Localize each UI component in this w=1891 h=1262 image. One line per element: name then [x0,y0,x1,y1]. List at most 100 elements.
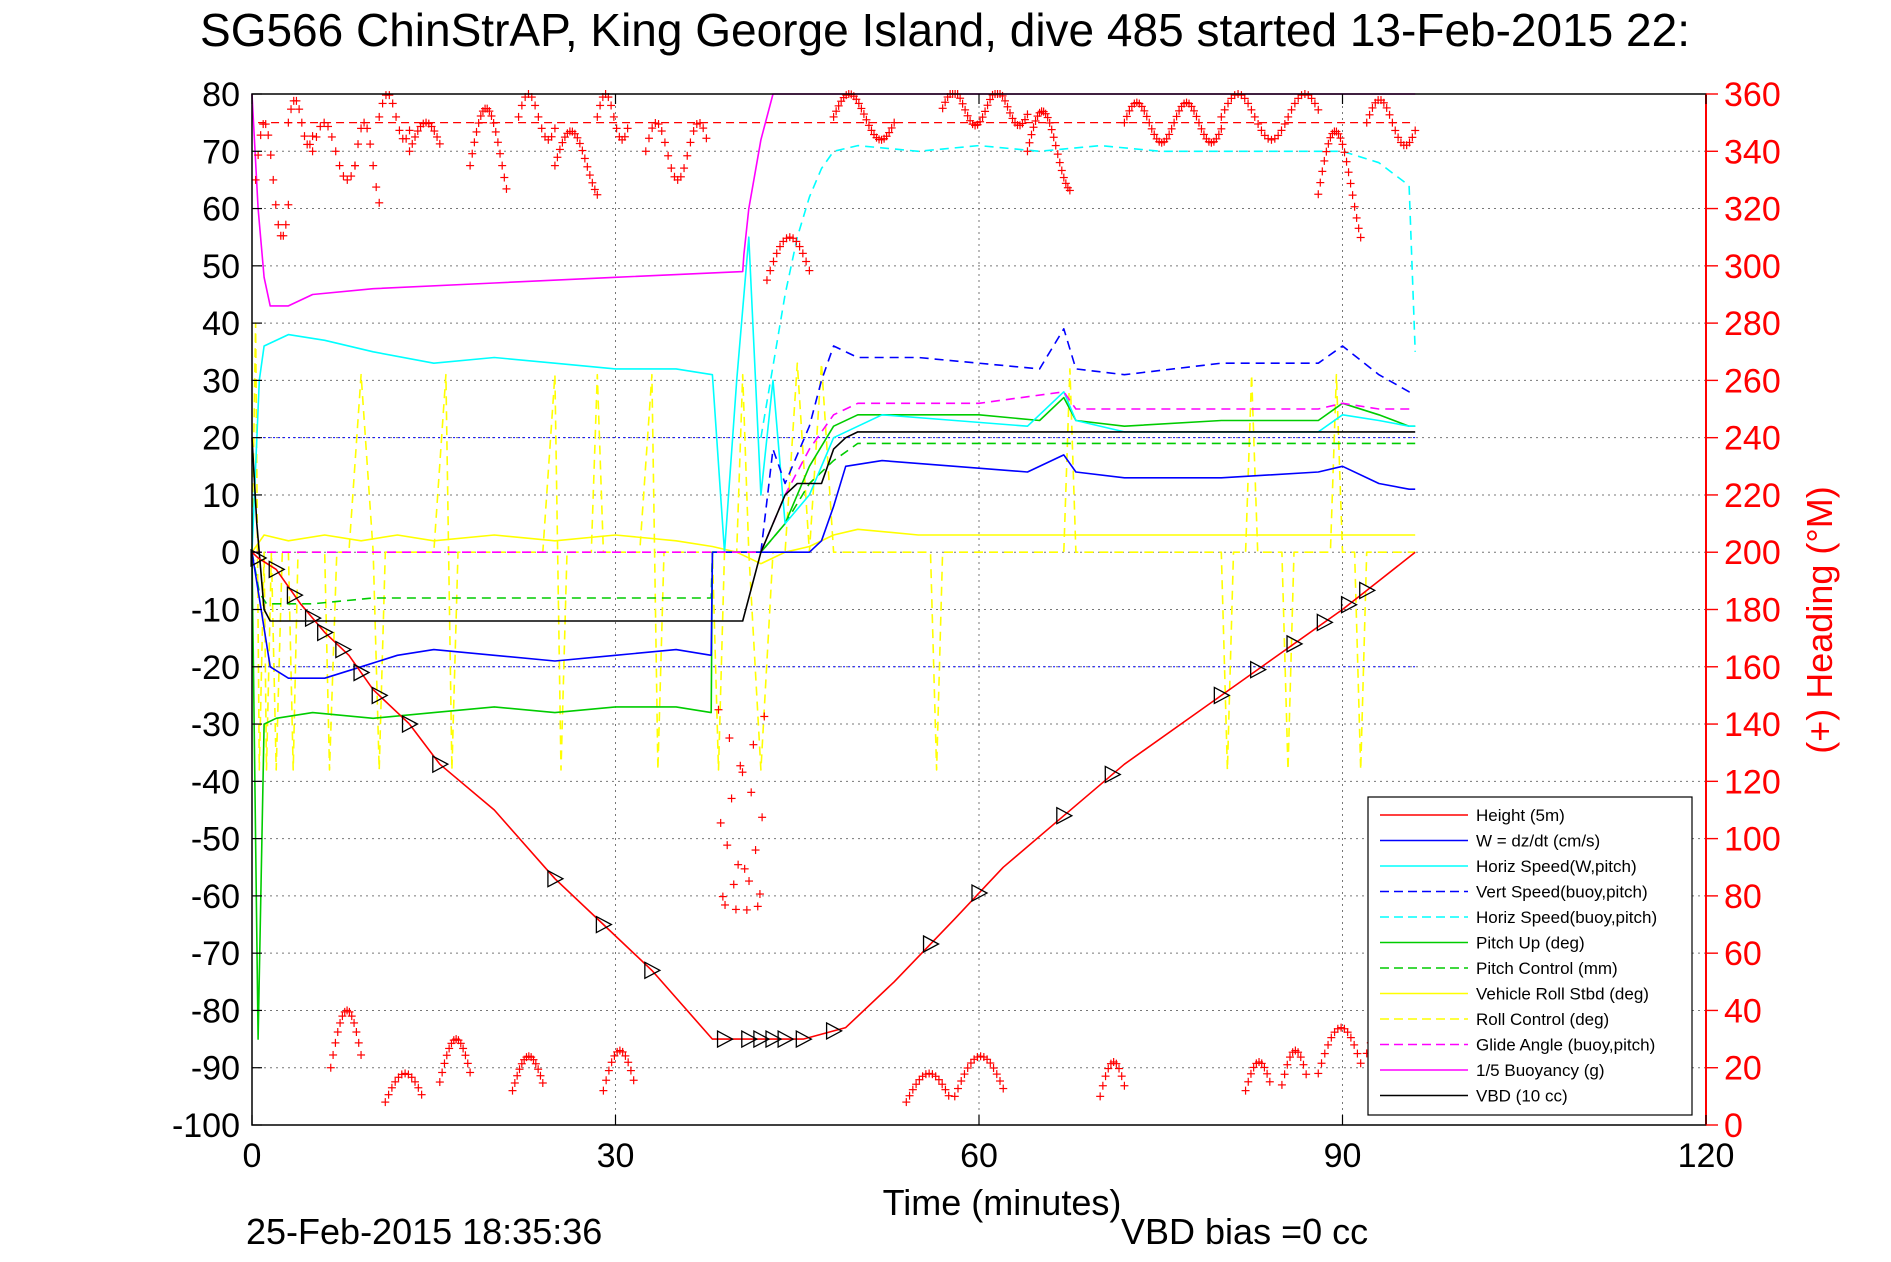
heading-point [1343,1028,1352,1037]
y-tick-label: -60 [191,878,240,916]
heading-point [689,127,698,136]
height-marker [595,915,613,934]
heading-point [1122,112,1131,121]
heading-point [607,1058,616,1067]
heading-point [517,1059,526,1068]
heading-point [1287,105,1296,114]
heading-point [623,124,632,133]
heading-point [1263,1069,1272,1078]
heading-point [1290,99,1299,108]
height-marker [1359,581,1377,600]
heading-point [555,145,564,154]
heading-point [316,122,325,131]
heading-point [514,112,523,121]
height-marker [371,686,389,705]
legend-label: Glide Angle (buoy,pitch) [1476,1036,1655,1055]
heading-point [333,1028,342,1037]
height-marker [795,1030,813,1049]
heading-point [1280,119,1289,128]
right-y-tick-label: 120 [1724,763,1781,801]
heading-point [1241,1086,1250,1095]
series-line-w [251,454,1416,680]
heading-point [1187,102,1196,111]
legend-box [1367,796,1693,1116]
heading-point [867,126,876,135]
heading-point [352,1028,361,1037]
heading-point [902,1098,911,1107]
legend-label: W = dz/dt (cm/s) [1476,832,1600,851]
heading-point [335,161,344,170]
heading-point [463,1059,472,1068]
heading-point [1065,186,1074,195]
heading-point [1033,112,1042,121]
heading-point [1244,1077,1253,1086]
heading-point [1051,141,1060,150]
heading-point [1356,233,1365,242]
heading-point [411,132,420,141]
right-y-tick-label: 200 [1724,534,1781,572]
heading-point [723,841,732,850]
heading-point [347,1012,356,1021]
heading-point [1055,158,1064,167]
heading-point [762,276,771,285]
heading-point [1314,1069,1323,1078]
heading-point [699,124,708,133]
heading-point [1120,118,1129,127]
heading-point [284,200,293,209]
heading-point [1145,118,1154,127]
heading-point [961,105,970,114]
heading-point [702,134,711,143]
heading-point [620,132,629,141]
heading-point [1230,91,1239,100]
heading-point [950,1092,959,1101]
legend-label: VBD (10 cc) [1476,1087,1568,1106]
heading-point [1031,116,1040,125]
heading-point [1140,106,1149,115]
heading-point [1172,112,1181,121]
heading-point [772,249,781,258]
heading-point [300,132,309,141]
heading-point [885,128,894,137]
heading-point [957,1077,966,1086]
heading-point [731,905,740,914]
y-tick-label: 30 [202,362,240,400]
heading-point [1294,1048,1303,1057]
heading-point [798,249,807,258]
heading-point [1280,1070,1289,1079]
heading-point [295,105,304,114]
heading-point [279,231,288,240]
heading-point [978,113,987,122]
heading-point [1348,191,1357,200]
height-marker [304,609,322,628]
heading-point [981,107,990,116]
heading-point [1310,99,1319,108]
heading-point [312,132,321,141]
height-marker [1213,686,1231,705]
series-line-height [251,551,1416,1040]
heading-point [1350,202,1359,211]
heading-point [941,98,950,107]
heading-point [474,119,483,128]
heading-point [934,1075,943,1084]
y-tick-label: -10 [191,592,240,630]
heading-point [1023,147,1032,156]
y-tick-label: 50 [202,248,240,286]
heading-point [1385,110,1394,119]
heading-point [1267,135,1276,144]
heading-point [326,1063,335,1072]
heading-point [609,112,618,121]
heading-point [745,877,754,886]
x-tick-label: 30 [597,1137,635,1175]
heading-point [578,146,587,155]
heading-point [366,140,375,149]
heading-point [401,1069,410,1078]
height-marker [971,883,989,903]
heading-point [667,164,676,173]
heading-point [534,112,543,121]
heading-point [1115,1064,1124,1073]
heading-point [445,1044,454,1053]
heading-point [1197,124,1206,133]
heading-point [388,99,397,108]
y-tick-label: 20 [202,420,240,458]
heading-point [1043,113,1052,122]
